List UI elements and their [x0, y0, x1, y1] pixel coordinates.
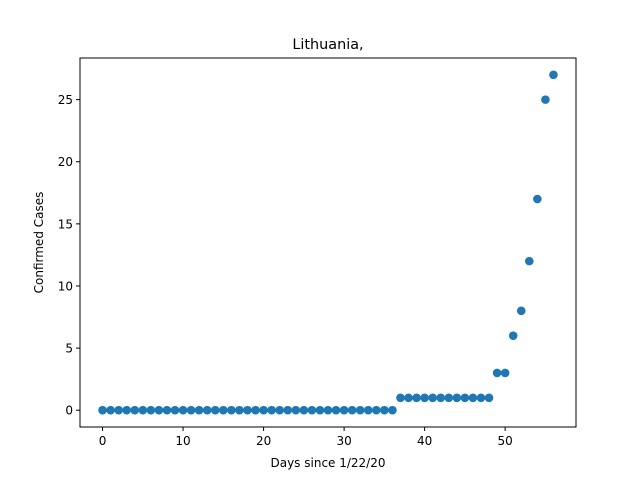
data-point: [444, 393, 454, 403]
data-point: [436, 393, 446, 403]
data-point: [170, 405, 180, 415]
axes-frame: [79, 57, 577, 428]
data-point: [500, 368, 510, 378]
data-point: [243, 405, 252, 415]
data-point: [283, 405, 293, 415]
data-point: [533, 194, 542, 204]
data-point: [114, 405, 123, 415]
x-axis-label: Days since 1/22/20: [270, 456, 385, 470]
data-point: [339, 405, 349, 415]
data-point: [452, 393, 462, 403]
data-point: [275, 405, 284, 415]
data-point: [541, 95, 550, 104]
data-point: [323, 405, 333, 415]
y-tick-label: 5: [65, 342, 73, 356]
data-point: [420, 393, 429, 403]
x-tick-label: 50: [498, 434, 513, 448]
chart-title: Lithuania,: [292, 37, 363, 53]
data-point: [516, 306, 526, 316]
data-point: [146, 405, 156, 415]
data-point: [138, 405, 148, 415]
data-point: [428, 393, 437, 403]
data-point: [130, 405, 140, 415]
data-point: [227, 405, 236, 415]
x-tick-label: 40: [417, 434, 432, 448]
data-point: [162, 405, 172, 415]
data-point: [315, 405, 325, 415]
data-point: [202, 405, 212, 415]
data-point: [219, 405, 228, 415]
plot-area: [79, 57, 577, 428]
data-point: [259, 405, 268, 415]
data-point: [210, 405, 220, 415]
data-point: [476, 393, 486, 403]
data-point: [178, 405, 188, 415]
data-point: [484, 393, 494, 403]
data-point: [492, 368, 502, 378]
x-tick-label: 30: [336, 434, 351, 448]
data-point: [388, 405, 397, 415]
data-point: [508, 331, 518, 340]
data-point: [372, 405, 381, 415]
x-tick-label: 20: [256, 434, 271, 448]
data-point: [122, 405, 132, 415]
data-point: [186, 405, 196, 415]
data-point: [396, 393, 405, 403]
data-point: [154, 405, 164, 415]
y-axis-label: Confirmed Cases: [32, 192, 46, 294]
data-point: [549, 70, 558, 80]
data-points: [98, 70, 558, 415]
y-tick-label: 20: [58, 155, 73, 169]
data-point: [235, 405, 244, 415]
data-point: [412, 393, 421, 403]
y-tick-label: 10: [58, 279, 73, 293]
y-axis-ticks: 0 5 10 15 20 25: [58, 93, 80, 418]
y-tick-label: 0: [65, 404, 73, 418]
data-point: [468, 393, 478, 403]
y-tick-label: 15: [58, 217, 73, 231]
data-point: [355, 405, 365, 415]
data-point: [299, 405, 309, 415]
data-point: [524, 256, 534, 266]
x-tick-label: 0: [99, 434, 107, 448]
data-point: [331, 405, 341, 415]
data-point: [291, 405, 301, 415]
data-point: [98, 405, 107, 415]
y-tick-label: 25: [58, 93, 73, 107]
data-point: [194, 405, 204, 415]
data-point: [307, 405, 317, 415]
x-tick-label: 10: [175, 434, 190, 448]
data-point: [380, 405, 389, 415]
data-point: [267, 405, 276, 415]
data-point: [347, 405, 357, 415]
x-axis-ticks: 0 10 20 30 40 50: [99, 427, 513, 448]
data-point: [404, 393, 413, 403]
data-point: [363, 405, 373, 415]
data-point: [251, 405, 260, 415]
data-point: [460, 393, 470, 403]
data-point: [106, 405, 115, 415]
